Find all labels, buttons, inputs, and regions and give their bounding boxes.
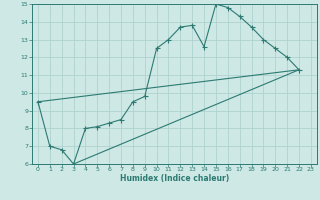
X-axis label: Humidex (Indice chaleur): Humidex (Indice chaleur) xyxy=(120,174,229,183)
